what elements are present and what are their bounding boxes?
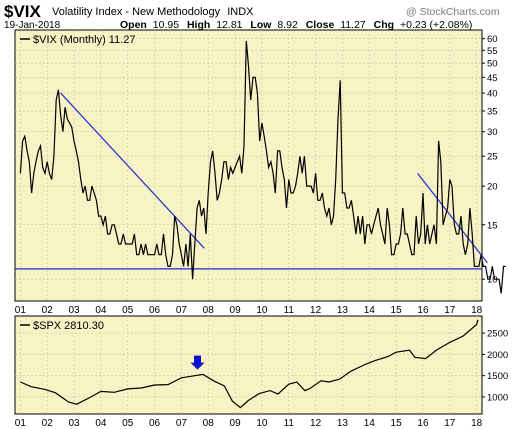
watermark: @ StockCharts.com [406,6,500,18]
vix-x-tick-label: 01 [15,305,27,316]
chg-value: +0.23 (+2.08%) [400,19,472,31]
vix-y-tick-label: 45 [487,73,498,84]
spx-y-axis: 1000 1500 2000 2500 [482,329,508,403]
spx-x-tick-label: 12 [310,418,322,429]
vix-plot-area [14,29,483,302]
vix-y-tick-label: 55 [487,46,498,57]
close-value: 11.27 [340,19,366,31]
chg-label: Chg [374,19,394,31]
vix-y-tick-label: 25 [487,152,498,163]
vix-y-tick-label: 60 [487,34,498,45]
vix-x-tick-label: 09 [230,305,242,316]
spx-legend-label: $SPX 2810.30 [33,320,104,332]
spx-x-tick-label: 05 [122,418,134,429]
vix-legend-label: $VIX (Monthly) 11.27 [33,34,136,46]
spx-series-line [20,319,479,409]
close-label: Close [306,19,335,31]
index-name: Volatility Index - New Methodology INDX [52,6,254,18]
exchange: INDX [227,6,254,18]
vix-y-tick-label: 10 [487,275,498,286]
ohlc-row: Open 10.95 High 12.81 Low 8.92 Close 11.… [120,19,472,31]
spx-x-tick-label: 06 [149,418,161,429]
vix-x-tick-label: 05 [122,305,134,316]
spx-x-tick-label: 14 [364,418,376,429]
vix-series-line [19,40,506,294]
vix-x-tick-label: 06 [149,305,161,316]
vix-x-tick-label: 07 [176,305,188,316]
vix-y-tick-label: 20 [487,182,498,193]
spx-x-tick-label: 16 [417,418,429,429]
vix-grid [15,30,482,301]
spx-x-axis: 01 02 03 04 05 06 07 08 09 10 11 12 13 14 15 16 17 18 [15,418,483,429]
spx-x-tick-label: 01 [15,418,27,429]
spx-x-tick-label: 09 [230,418,242,429]
trendline [60,92,205,249]
spx-legend: $SPX 2810.30 [20,320,104,332]
vix-x-tick-label: 17 [444,305,456,316]
vix-x-tick-label: 03 [68,305,80,316]
vix-x-tick-label: 18 [471,305,483,316]
vix-annotation-lines [15,92,488,270]
vix-y-tick-label: 30 [487,127,498,138]
spx-y-tick-label: 1500 [487,371,508,382]
spx-x-tick-label: 04 [95,418,107,429]
vix-legend: $VIX (Monthly) 11.27 [20,34,136,46]
spx-panel: 1000 1500 2000 2500 $SPX 2810.30 [14,315,508,415]
vix-y-tick-label: 40 [487,89,498,100]
spx-x-tick-label: 07 [176,418,188,429]
vix-x-tick-label: 16 [417,305,429,316]
spx-x-tick-label: 13 [337,418,349,429]
spx-x-tick-label: 17 [444,418,456,429]
spx-x-tick-label: 03 [68,418,80,429]
spx-y-tick-label: 1000 [487,392,508,403]
open-label: Open [120,19,147,31]
spx-grid [15,316,482,414]
open-value: 10.95 [153,19,179,31]
date: 19-Jan-2018 [4,20,61,31]
vix-y-tick-label: 35 [487,107,498,118]
vix-x-tick-label: 15 [391,305,403,316]
vix-x-tick-label: 02 [42,305,54,316]
vix-x-tick-label: 08 [203,305,215,316]
spx-plot-area [14,315,483,415]
vix-x-tick-label: 10 [256,305,268,316]
low-label: Low [250,19,272,31]
vix-x-tick-label: 04 [95,305,107,316]
vix-x-axis: 01 02 03 04 05 06 07 08 09 10 11 12 13 14 15 16 17 18 [15,305,483,316]
symbol: $VIX [4,2,42,21]
vix-y-tick-label: 50 [487,59,498,70]
spx-x-tick-label: 08 [203,418,215,429]
spx-x-tick-label: 10 [256,418,268,429]
index-name-text: Volatility Index - New Methodology [52,6,221,18]
trendline [417,172,488,264]
spx-y-tick-label: 2500 [487,329,508,340]
down-arrow-icon [190,355,205,370]
vix-x-tick-label: 12 [310,305,322,316]
spx-x-tick-label: 18 [471,418,483,429]
vix-x-tick-label: 13 [337,305,349,316]
spx-x-tick-label: 15 [391,418,403,429]
spx-y-tick-label: 2000 [487,350,508,361]
spx-x-tick-label: 02 [42,418,54,429]
vix-x-tick-label: 14 [364,305,376,316]
vix-y-tick-label: 15 [487,220,498,231]
vix-x-tick-label: 11 [284,305,295,316]
spx-x-tick-label: 11 [284,418,295,429]
low-value: 8.92 [277,19,298,31]
high-label: High [187,19,210,31]
high-value: 12.81 [216,19,242,31]
